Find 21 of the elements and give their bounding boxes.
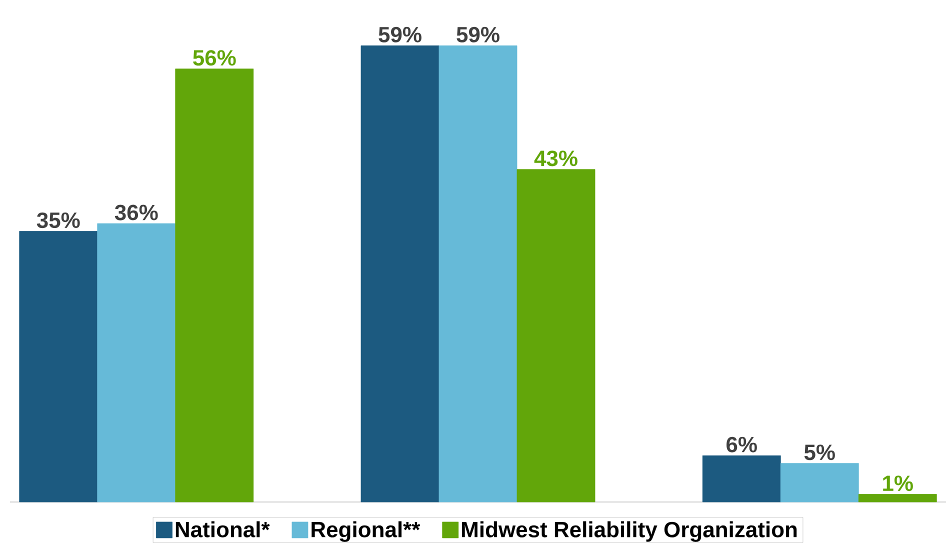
bar bbox=[438, 45, 518, 502]
bar bbox=[516, 169, 596, 502]
bar bbox=[858, 494, 937, 502]
bar bbox=[97, 223, 176, 502]
legend-label: National* bbox=[176, 521, 270, 538]
data-label: 35% bbox=[36, 212, 80, 228]
bar bbox=[175, 68, 254, 502]
data-label: 56% bbox=[193, 50, 236, 66]
bar bbox=[360, 45, 440, 502]
bar bbox=[19, 231, 98, 502]
legend-label: Regional** bbox=[312, 521, 420, 542]
data-label: 43% bbox=[534, 150, 578, 166]
data-label: 5% bbox=[804, 444, 835, 460]
data-label: 6% bbox=[726, 436, 757, 452]
legend-label: Midwest Reliability Organization bbox=[462, 521, 797, 542]
data-label: 59% bbox=[378, 26, 422, 42]
bar bbox=[702, 455, 781, 502]
data-label: 59% bbox=[456, 26, 500, 42]
data-label: 36% bbox=[114, 204, 158, 220]
bar bbox=[780, 463, 859, 502]
data-label: 1% bbox=[883, 476, 913, 492]
